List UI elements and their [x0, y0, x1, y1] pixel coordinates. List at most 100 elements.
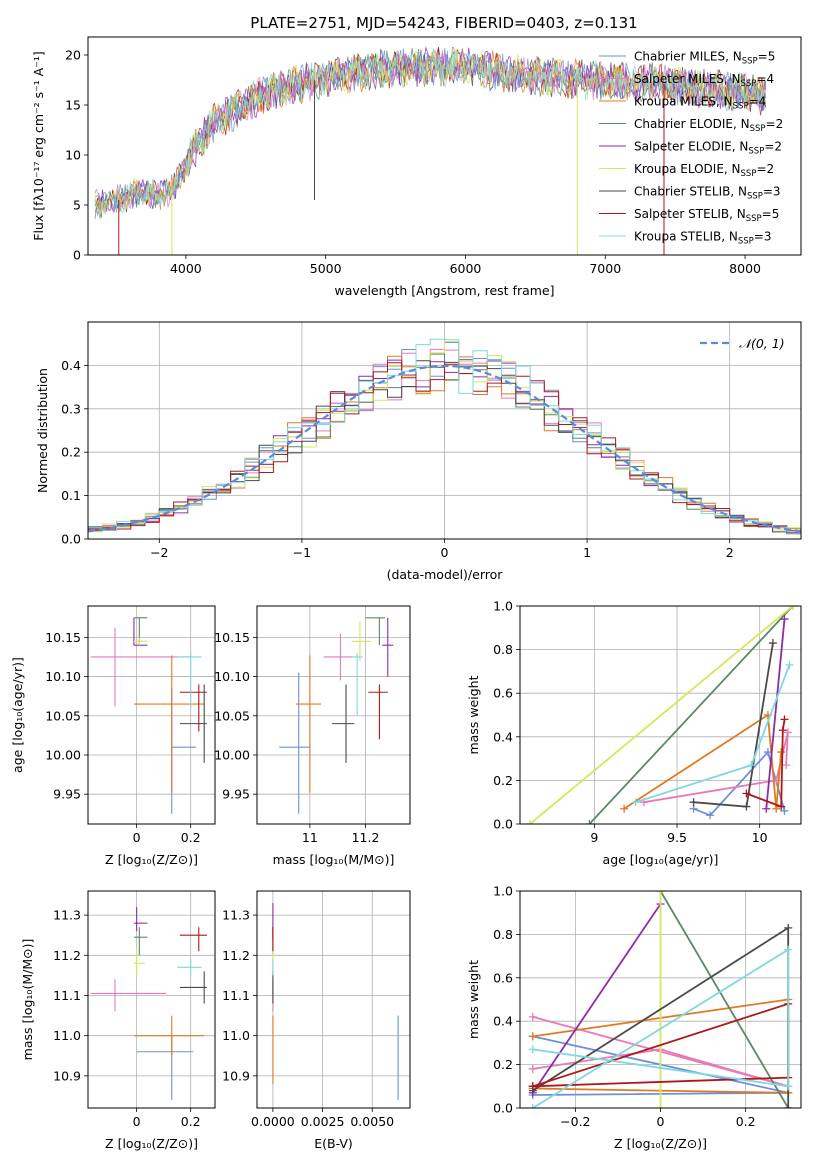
mass-weight-vs-age-ytick-label: 0.0	[493, 817, 513, 832]
residuals-panel: −2 −1 0 1 2 0.0 0.1 0.2 0.3 0.4 (data-model)/error…	[35, 321, 802, 582]
mass-weight-vs-Z-ytick-label: 0.4	[493, 1014, 513, 1029]
spectrum-xtick-label: 8000	[729, 261, 761, 276]
mass-weight-vs-Z-ytick-label: 0.8	[493, 927, 513, 942]
age-vs-Z-ylabel: age [log₁₀(age/yr)]	[10, 657, 25, 773]
mass-vs-Z-frame	[87, 890, 216, 1109]
errorbar-chabrier-miles	[279, 672, 310, 814]
age-vs-mass-ytick-label: 10.05	[214, 708, 250, 723]
weight-marker	[689, 798, 698, 807]
mass-vs-Z-xtick-label: 0	[133, 1114, 141, 1129]
age-vs-mass-xlabel: mass [log₁₀(M/M⊙)]	[273, 852, 395, 867]
weight-marker	[528, 1045, 537, 1054]
spectrum-legend-text: Chabrier ELODIE, N	[634, 117, 750, 131]
mass-vs-ebv-xtick-label: 0.0025	[301, 1114, 345, 1129]
mass-weight-vs-age-xtick-label: 10	[752, 830, 768, 845]
mass-weight-vs-age-frame	[519, 605, 802, 825]
weight-marker	[528, 1064, 537, 1073]
age-vs-mass-panel: 11 11.2 9.95 10.00 10.05 10.10 10.15 mass [log₁…	[214, 605, 411, 867]
weight-marker	[784, 1104, 793, 1108]
errorbar-kroupa-miles	[133, 655, 205, 793]
weight-marker	[788, 606, 797, 610]
spectrum-series-salpeter-miles	[94, 47, 766, 213]
spectrum-legend-suffix: =4	[749, 95, 767, 109]
weight-marker	[778, 726, 787, 735]
spectrum-legend-sub: SSP	[748, 147, 764, 157]
mass-vs-ebv-xtick-label: 0.0000	[251, 1114, 295, 1129]
weight-line	[765, 619, 786, 809]
weight-series-salpeter-elodie	[762, 615, 789, 813]
mass-vs-ebv-ytick-label: 11.3	[222, 908, 250, 923]
errorbar-kroupa-stelib	[177, 959, 202, 976]
mass-vs-ebv-ytick-label: 10.9	[222, 1068, 250, 1083]
spectrum-legend-label: Kroupa ELODIE, NSSP=2	[634, 162, 774, 179]
mass-vs-ebv-frame	[256, 890, 411, 1109]
spectrum-legend-sub: SSP	[742, 57, 758, 67]
age-vs-mass-ytick-label: 10.00	[214, 747, 250, 762]
residuals-ytick-label: 0.1	[61, 488, 81, 503]
age-vs-Z-xtick-label: 0	[133, 830, 141, 845]
weight-marker	[768, 639, 777, 648]
mass-weight-vs-Z-ytick-label: 0.2	[493, 1057, 513, 1072]
spectrum-ytick-label: 15	[65, 98, 81, 113]
weight-marker	[631, 798, 640, 807]
mass-weight-vs-Z-ylabel: mass weight	[466, 960, 481, 1039]
age-vs-mass-plot-area	[279, 617, 394, 814]
mass-weight-vs-Z-ytick-label: 0.6	[493, 970, 513, 985]
spectrum-legend-label: Chabrier MILES, NSSP=5	[634, 50, 775, 67]
errorbar-kroupa-elodie	[351, 621, 372, 661]
mass-vs-Z-xlabel: Z [log₁₀(Z/Z⊙)]	[105, 1136, 198, 1151]
age-vs-mass-xtick-label: 11.2	[352, 830, 380, 845]
mass-vs-ebv-xtick-label: 0.0050	[350, 1114, 394, 1129]
weight-marker	[528, 1032, 537, 1041]
spectrum-legend-text: Kroupa ELODIE, N	[634, 162, 741, 176]
residuals-ytick-label: 0.3	[61, 401, 81, 416]
weight-marker	[777, 748, 786, 757]
residuals-ytick-label: 0.2	[61, 445, 81, 460]
errorbar-chabrier-stelib	[332, 684, 355, 763]
spectrum-legend-sub: SSP	[746, 214, 762, 224]
spectrum-xlabel: wavelength [Angstrom, rest frame]	[334, 283, 554, 298]
spectrum-legend-text: Chabrier MILES, N	[634, 50, 742, 64]
weight-marker	[784, 923, 793, 932]
age-vs-Z-panel: 0 0.2 9.95 10.00 10.05 10.10 10.15 Z [log₁₀(Z/Z…	[10, 605, 216, 867]
residuals-xlabel: (data-model)/error	[387, 567, 504, 582]
spectrum-legend-label: Salpeter ELODIE, NSSP=2	[634, 140, 782, 157]
errorbar-salpeter-stelib	[179, 927, 207, 952]
mass-weight-vs-Z-panel: −0.2 0 0.2 0.0 0.2 0.4 0.6 0.8 1.0 Z [log₁₀(Z/Z⊙)…	[466, 884, 802, 1151]
weight-marker	[782, 761, 791, 770]
spectrum-series-kroupa-stelib	[94, 48, 766, 220]
spectrum-legend-text: Chabrier STELIB, N	[634, 185, 747, 199]
residuals-legend-label: 𝒩(0, 1)	[739, 336, 785, 351]
spectrum-plot-area	[94, 46, 766, 255]
weight-marker	[742, 789, 751, 798]
spectrum-legend-suffix: =2	[766, 117, 784, 131]
mass-vs-ebv-ytick-label: 11.1	[222, 988, 250, 1003]
mass-vs-Z-ytick-label: 11.0	[53, 1028, 81, 1043]
spectrum-xtick-label: 6000	[450, 261, 482, 276]
spectrum-legend-sub: SSP	[741, 169, 757, 179]
mass-vs-ebv-panel: 0.0000 0.0025 0.0050 10.9 11.0 11.1 11.2 11.3 E(…	[222, 890, 411, 1151]
spectrum-legend-label: Salpeter MILES, NSSP=4	[634, 72, 774, 89]
residuals-xtick-label: −2	[150, 545, 168, 560]
spectrum-xtick-label: 4000	[170, 261, 202, 276]
age-vs-Z-plot-area	[90, 617, 207, 814]
mass-weight-vs-Z-xlabel: Z [log₁₀(Z/Z⊙)]	[614, 1136, 707, 1151]
age-vs-Z-ytick-label: 10.00	[45, 747, 81, 762]
mass-vs-Z-ytick-label: 11.1	[53, 988, 81, 1003]
spectrum-legend-label: Kroupa MILES, NSSP=4	[634, 95, 766, 112]
errorbar-kroupa-miles	[295, 655, 321, 793]
mass-weight-vs-age-ylabel: mass weight	[466, 675, 481, 754]
spectrum-legend-sub: SSP	[733, 102, 749, 112]
residuals-plot-area	[88, 338, 801, 535]
age-vs-Z-xlabel: Z [log₁₀(Z/Z⊙)]	[105, 852, 198, 867]
weight-series-kroupa-elodie	[525, 606, 797, 824]
weight-marker	[783, 728, 792, 737]
mass-vs-Z-xtick-label: 0.2	[181, 1114, 201, 1129]
spectrum-xtick-label: 7000	[589, 261, 621, 276]
mass-weight-vs-Z-ytick-label: 0.0	[493, 1101, 513, 1116]
weight-series-chabrier-stelib	[689, 639, 777, 811]
spectrum-ytick-label: 10	[65, 148, 81, 163]
residuals-xtick-label: 1	[583, 545, 591, 560]
